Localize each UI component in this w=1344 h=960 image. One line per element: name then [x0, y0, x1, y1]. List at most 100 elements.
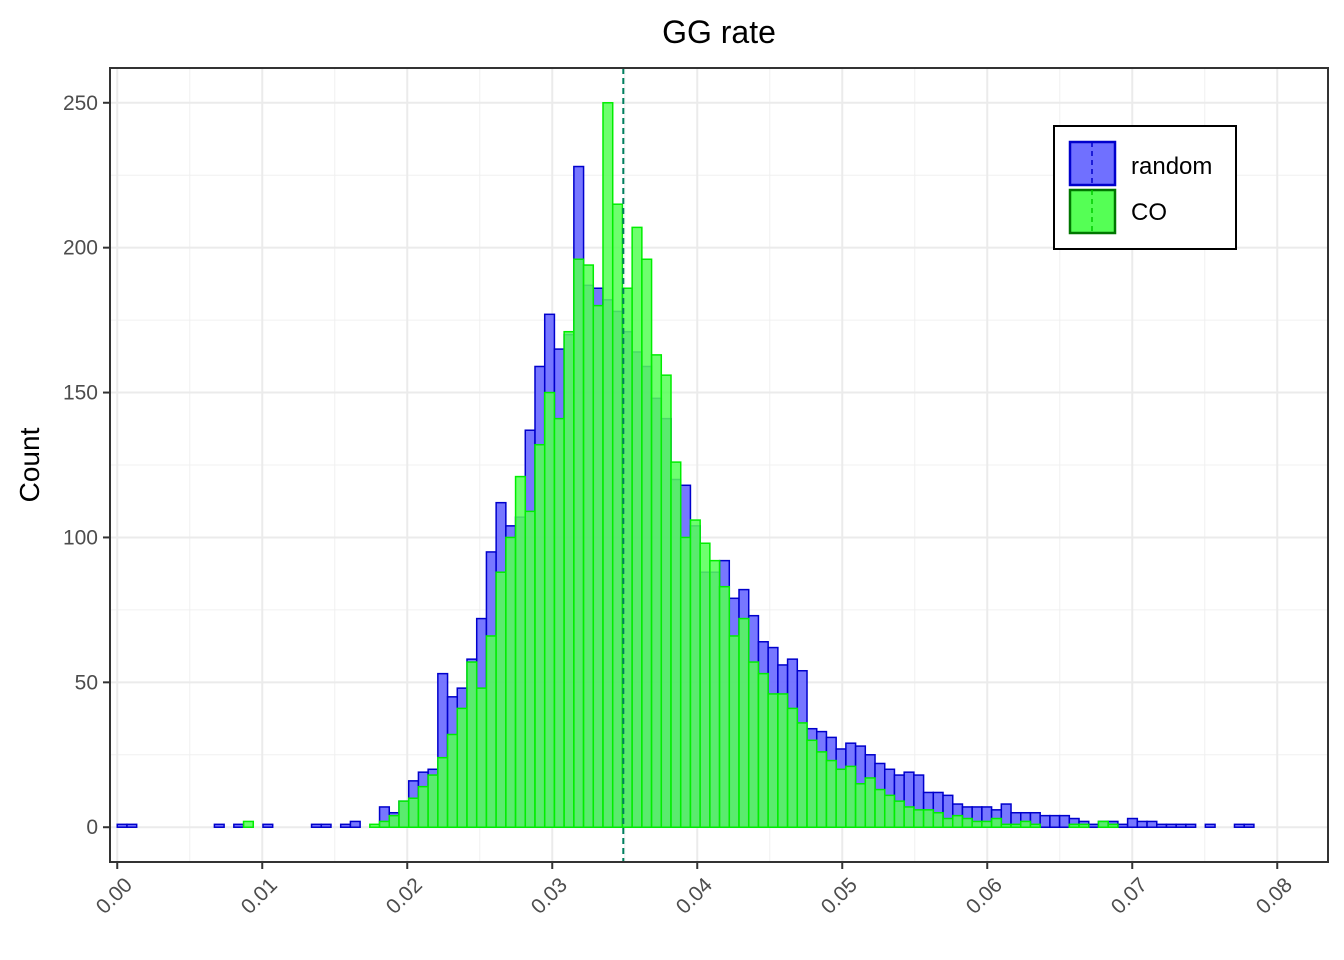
- histogram-bar-CO: [446, 733, 459, 828]
- histogram-bar-CO: [815, 751, 828, 828]
- histogram-bar-CO: [738, 617, 750, 828]
- histogram-bar-CO: [728, 635, 740, 828]
- histogram-bar-CO: [961, 817, 973, 828]
- histogram-bar-random: [1243, 823, 1255, 828]
- histogram-bar-CO: [514, 475, 527, 828]
- histogram-bar-CO: [951, 814, 964, 828]
- histogram-bar-CO: [990, 817, 1003, 828]
- histogram-bar-random: [1126, 817, 1139, 828]
- histogram-bar-CO: [592, 304, 604, 828]
- histogram-bar-random: [1039, 814, 1051, 828]
- histogram-bar-CO: [398, 800, 410, 828]
- y-axis: 0 50 100 150 200 250: [63, 92, 110, 839]
- y-tick-label: 250: [63, 92, 98, 115]
- histogram-bar-CO: [524, 510, 536, 828]
- histogram-bar-CO: [932, 811, 944, 828]
- histogram-bar-random: [1233, 823, 1245, 828]
- histogram-bar-CO: [893, 800, 905, 828]
- y-tick-label: 200: [63, 237, 98, 260]
- histogram-bar-CO: [777, 693, 789, 828]
- histogram-bar-CO: [718, 585, 731, 828]
- histogram-bar-random: [1175, 823, 1187, 828]
- histogram-bar-CO: [670, 461, 682, 828]
- legend-label-co: CO: [1131, 199, 1167, 226]
- histogram-bar-CO: [903, 806, 915, 828]
- histogram-bar-CO: [747, 661, 760, 828]
- histogram-bar-CO: [942, 817, 954, 828]
- histogram-bar-random: [1058, 814, 1071, 828]
- histogram-bar-CO: [981, 820, 993, 828]
- histogram-bar-CO: [1010, 823, 1022, 828]
- histogram-bar-random: [320, 823, 332, 828]
- histogram-bar-CO: [466, 661, 478, 828]
- histogram-bar-CO: [573, 258, 585, 828]
- histogram-bar-random: [116, 823, 128, 828]
- histogram-bar-CO: [835, 768, 847, 828]
- histogram-bar-CO: [456, 707, 468, 828]
- histogram-bar-random: [1204, 823, 1216, 828]
- histogram-bar-CO: [582, 264, 595, 828]
- histogram-bar-CO: [602, 102, 614, 828]
- histogram-bar-CO: [485, 635, 497, 828]
- histogram-bar-CO: [660, 374, 672, 828]
- histogram-bar-CO: [427, 774, 439, 828]
- histogram-bar-random: [213, 823, 225, 828]
- histogram-bar-CO: [883, 794, 896, 828]
- series-CO: [242, 102, 1119, 828]
- histogram-bar-CO: [534, 443, 546, 828]
- histogram-bar-CO: [1107, 823, 1119, 828]
- histogram-bar-CO: [611, 203, 624, 828]
- plot-panel-border: [109, 67, 1329, 863]
- legend-label-random: random: [1131, 153, 1212, 180]
- y-tick-label: 0: [86, 816, 98, 839]
- histogram-bar-CO: [854, 783, 867, 828]
- histogram-bar-CO: [475, 687, 488, 828]
- histogram-bar-CO: [971, 820, 983, 828]
- histogram-bar-CO: [1000, 823, 1012, 828]
- histogram-bar-random: [233, 823, 245, 828]
- histogram-bar-CO: [407, 797, 420, 828]
- histogram-bar-CO: [864, 777, 876, 828]
- histogram-bar-random: [310, 823, 323, 828]
- y-tick-label: 100: [63, 526, 98, 549]
- histogram-bar-CO: [757, 672, 769, 828]
- histogram-bar-CO: [689, 519, 701, 828]
- histogram-bar-CO: [699, 542, 711, 828]
- histogram-bar-random: [1185, 823, 1197, 828]
- major-gridlines: [110, 68, 1328, 862]
- histogram-bar-CO: [1019, 820, 1032, 828]
- histogram-bar-random: [262, 823, 274, 828]
- histogram-bar-CO: [874, 788, 886, 828]
- histogram-bar-CO: [388, 814, 400, 828]
- histogram-bar-CO: [1068, 823, 1080, 828]
- histogram-bar-CO: [913, 809, 925, 828]
- histogram-bar-CO: [767, 693, 779, 828]
- histogram-bar-CO: [631, 226, 643, 828]
- legend: random CO: [1053, 125, 1237, 250]
- histogram-bar-CO: [505, 536, 517, 828]
- histogram-bar-CO: [796, 722, 808, 828]
- histogram-bar-CO: [495, 571, 507, 828]
- histogram-bar-CO: [641, 258, 653, 828]
- histogram-bar-random: [126, 823, 138, 828]
- histogram-bar-CO: [1097, 820, 1109, 828]
- histogram-bar-random: [1136, 820, 1148, 828]
- y-axis-title: Count: [14, 427, 45, 502]
- histogram-bar-random: [1146, 820, 1158, 828]
- y-tick-label: 150: [63, 382, 98, 405]
- histogram-bars: [116, 102, 1255, 828]
- histogram-bar-random: [1165, 823, 1177, 828]
- histogram-bar-CO: [806, 739, 818, 828]
- histogram-bar-random: [1049, 814, 1061, 828]
- histogram-bar-CO: [650, 354, 663, 828]
- histogram-bar-CO: [563, 330, 575, 828]
- histogram-bar-random: [1117, 823, 1129, 828]
- histogram-bar-CO: [709, 559, 721, 828]
- histogram-bar-random: [1088, 823, 1100, 828]
- legend-key-co: [1068, 188, 1117, 235]
- histogram-bar-CO: [437, 756, 449, 828]
- chart-title: GG rate: [662, 14, 776, 50]
- histogram-bar-CO: [242, 820, 255, 828]
- histogram-bar-CO: [825, 759, 837, 828]
